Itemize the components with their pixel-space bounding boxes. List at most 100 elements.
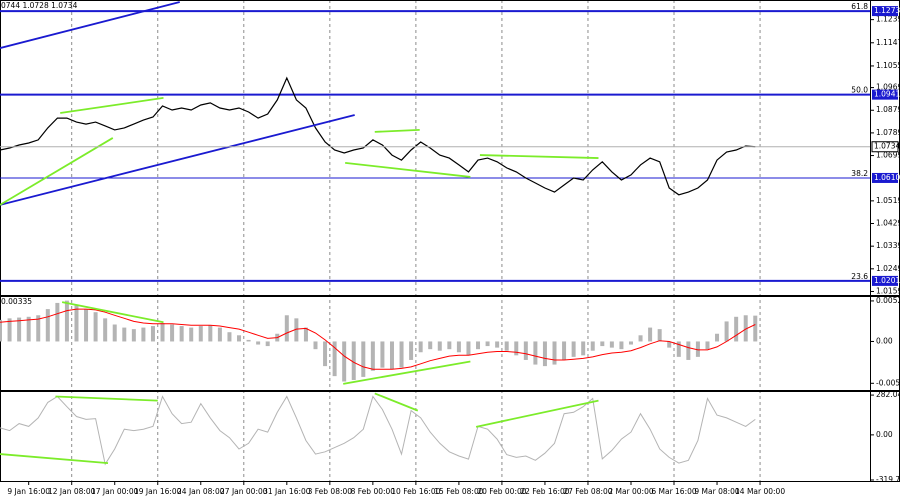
histogram-bar bbox=[495, 341, 500, 348]
price-box bbox=[872, 6, 898, 17]
x-tick-label: 12 Jan 08:00 bbox=[48, 487, 96, 496]
y-tick-label: 1.0789 bbox=[876, 128, 900, 137]
histogram-bar bbox=[284, 315, 289, 342]
histogram-bar bbox=[628, 341, 633, 345]
histogram-bar bbox=[466, 341, 471, 356]
histogram-bar bbox=[581, 341, 586, 356]
level-price-label: 1.1273 bbox=[874, 6, 900, 15]
histogram-bar bbox=[705, 341, 710, 350]
histogram-bar bbox=[399, 341, 404, 368]
histogram-bar bbox=[36, 315, 41, 342]
histogram-bar bbox=[26, 316, 31, 342]
x-tick-label: 6 Mar 16:00 bbox=[651, 487, 697, 496]
x-tick-label: 22 Feb 16:00 bbox=[520, 487, 569, 496]
histogram-bar bbox=[753, 315, 758, 342]
histogram-bar bbox=[217, 327, 222, 342]
series-line bbox=[0, 395, 756, 466]
histogram-bar bbox=[523, 341, 528, 360]
histogram-bar bbox=[55, 302, 60, 342]
trend-line bbox=[475, 399, 599, 428]
histogram-bar bbox=[131, 329, 136, 342]
x-tick-label: 31 Jan 16:00 bbox=[263, 487, 311, 496]
histogram-bar bbox=[332, 341, 337, 377]
histogram-bar bbox=[590, 341, 595, 351]
y-tick-label: -0.00543 bbox=[876, 378, 900, 387]
x-tick-label: 17 Jan 00:00 bbox=[91, 487, 139, 496]
histogram-bar bbox=[514, 341, 519, 356]
trend-line bbox=[345, 161, 471, 178]
histogram-bar bbox=[313, 341, 318, 350]
indicator-header: 0.00335 bbox=[1, 297, 32, 306]
histogram-bar bbox=[552, 341, 557, 365]
price-box bbox=[872, 172, 898, 183]
x-tick-label: 10 Feb 16:00 bbox=[391, 487, 440, 496]
histogram-bar bbox=[380, 341, 385, 368]
histogram-bar bbox=[246, 339, 251, 342]
histogram-bar bbox=[64, 300, 69, 342]
histogram-bar bbox=[370, 341, 375, 371]
histogram-bar bbox=[7, 318, 12, 342]
histogram-bar bbox=[323, 341, 328, 367]
y-tick-label: 0.00 bbox=[876, 336, 893, 345]
histogram-bar bbox=[724, 321, 729, 342]
histogram-bar bbox=[695, 341, 700, 357]
histogram-bar bbox=[447, 341, 452, 350]
histogram-bar bbox=[84, 309, 89, 342]
histogram-bar bbox=[504, 341, 509, 351]
histogram-bar bbox=[179, 326, 184, 342]
histogram-bar bbox=[294, 318, 299, 342]
histogram-bar bbox=[409, 341, 414, 360]
price-box bbox=[872, 89, 898, 100]
histogram-bar bbox=[676, 341, 681, 357]
fib-ratio: 38.2 bbox=[851, 169, 868, 178]
histogram-bar bbox=[657, 329, 662, 342]
y-tick-label: 0.00526 bbox=[876, 296, 900, 305]
fib-ratio: 23.6 bbox=[851, 272, 868, 281]
y-tick-label: 1.1055 bbox=[876, 61, 900, 70]
histogram-bar bbox=[562, 341, 567, 360]
y-tick-label: 1.0879 bbox=[876, 105, 900, 114]
histogram-bar bbox=[476, 341, 481, 350]
histogram-bar bbox=[160, 322, 165, 342]
y-tick-label: 1.1239 bbox=[876, 15, 900, 24]
y-tick-label: 1.0249 bbox=[876, 264, 900, 273]
trend-line bbox=[61, 301, 164, 324]
y-tick-label: 1.0519 bbox=[876, 196, 900, 205]
y-tick-label: -319.735 bbox=[876, 475, 900, 484]
histogram-bar bbox=[418, 341, 423, 353]
x-tick-label: 3 Feb 08:00 bbox=[308, 487, 353, 496]
x-tick-label: 8 Feb 00:00 bbox=[351, 487, 396, 496]
y-tick-label: 282.0457 bbox=[876, 390, 900, 399]
histogram-bar bbox=[74, 304, 79, 342]
indicator-header: 0744 1.0728 1.0734 bbox=[1, 1, 78, 10]
histogram-bar bbox=[542, 341, 547, 367]
histogram-bar bbox=[734, 316, 739, 342]
histogram-bar bbox=[342, 341, 347, 382]
histogram-bar bbox=[619, 341, 624, 350]
histogram-bar bbox=[743, 315, 748, 342]
y-tick-label: 1.0699 bbox=[876, 151, 900, 160]
histogram-bar bbox=[667, 341, 672, 348]
x-tick-label: 2 Mar 00:00 bbox=[608, 487, 654, 496]
histogram-bar bbox=[103, 318, 108, 342]
x-tick-label: 27 Feb 08:00 bbox=[563, 487, 612, 496]
trend-line bbox=[343, 360, 471, 385]
current-price-label: 1.0734 bbox=[874, 142, 900, 151]
y-tick-label: 1.0969 bbox=[876, 83, 900, 92]
histogram-bar bbox=[198, 326, 203, 342]
histogram-bar bbox=[112, 324, 117, 342]
histogram-bar bbox=[93, 312, 98, 342]
histogram-bar bbox=[389, 341, 394, 370]
level-price-label: 1.0610 bbox=[874, 173, 900, 182]
price-box bbox=[872, 275, 898, 286]
y-tick-label: 1.0339 bbox=[876, 241, 900, 250]
trend-line bbox=[374, 392, 419, 412]
histogram-bar bbox=[256, 341, 261, 345]
y-tick-label: 1.0159 bbox=[876, 286, 900, 295]
trend-line bbox=[60, 97, 164, 114]
level-price-label: 1.0201 bbox=[874, 276, 900, 285]
trend-line bbox=[55, 395, 158, 402]
fib-ratio: 50.0 bbox=[851, 86, 868, 95]
